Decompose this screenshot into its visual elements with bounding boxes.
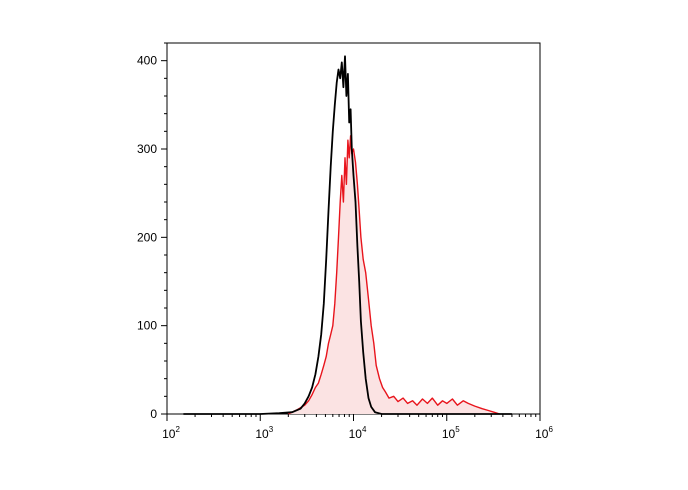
x-tick-label: 105 (442, 425, 460, 441)
y-tick-label: 100 (137, 319, 157, 333)
y-tick-label: 400 (137, 54, 157, 68)
series-area-0 (288, 135, 500, 415)
x-tick-label: 103 (255, 425, 273, 441)
y-tick-label: 300 (137, 142, 157, 156)
series-layer (183, 55, 512, 415)
x-tick-label: 104 (349, 425, 367, 441)
y-tick-label: 0 (150, 407, 157, 421)
series-line-0 (287, 135, 500, 415)
series-line-1 (183, 55, 512, 415)
y-tick-label: 200 (137, 230, 157, 244)
x-tick-label: 106 (535, 425, 553, 441)
x-tick-label: 102 (162, 425, 180, 441)
axis-layer: 0 100 200 300 400 102 103 104 105 106 (137, 42, 553, 441)
